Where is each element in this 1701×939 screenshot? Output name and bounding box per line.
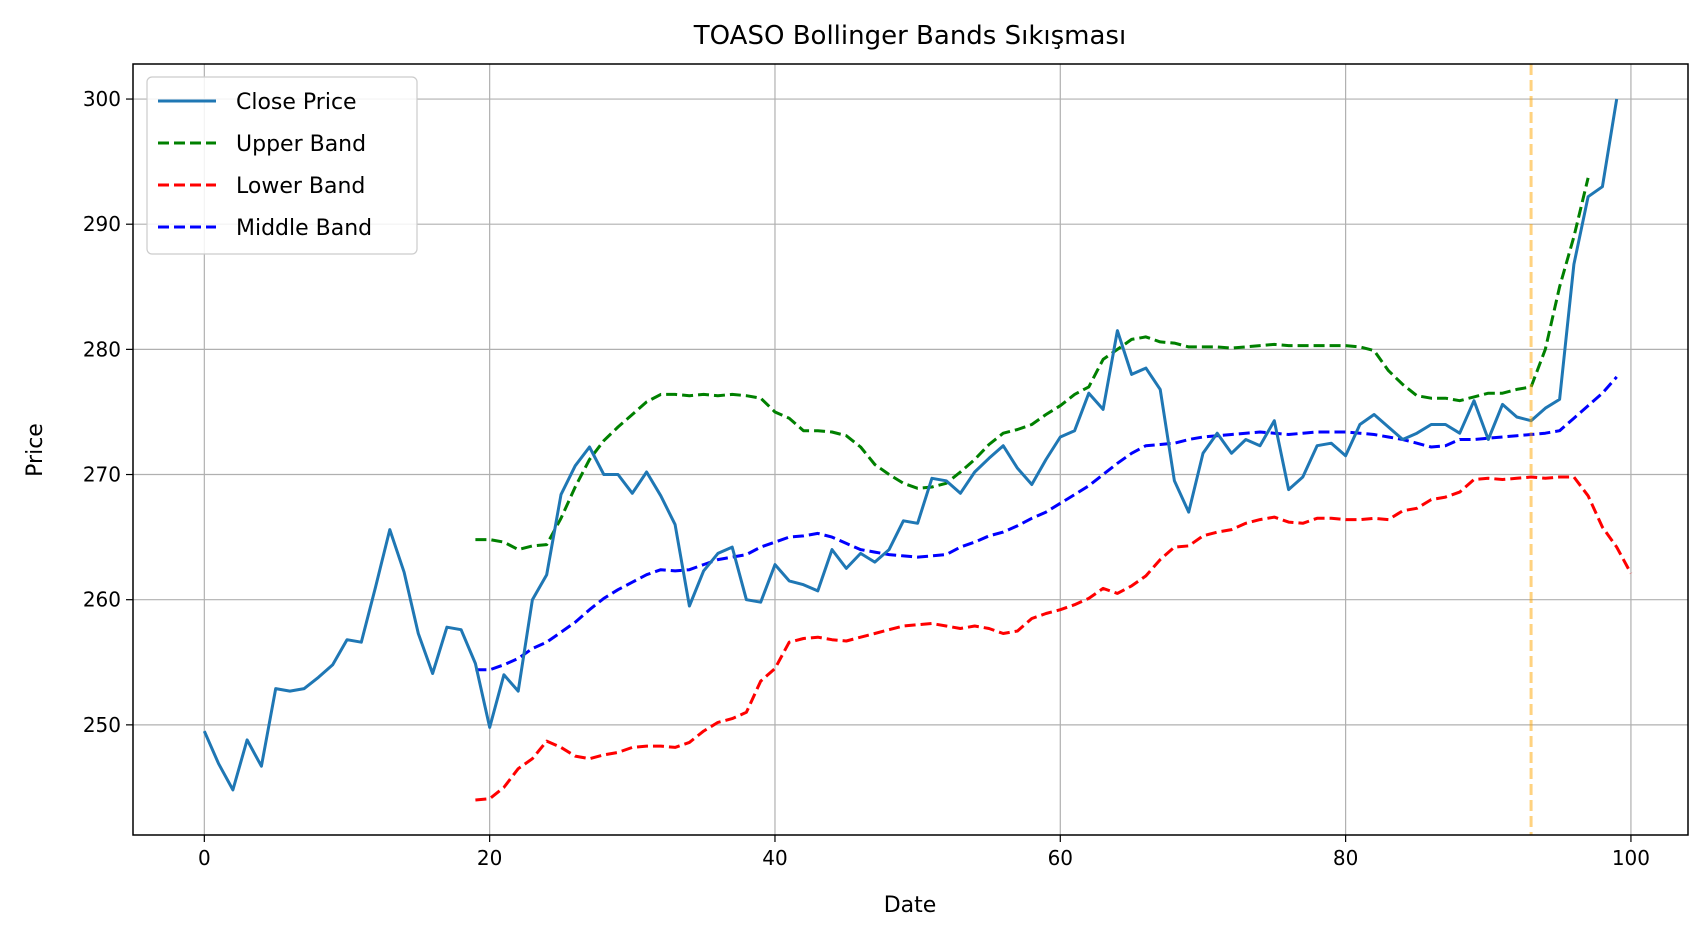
plot-frame: [132, 63, 1689, 836]
middle-band-line: [475, 375, 1618, 672]
x-tick-label: 80: [1333, 846, 1358, 870]
legend-label-upper-band: Upper Band: [236, 132, 366, 157]
grid: [133, 64, 1688, 835]
x-tick-label: 40: [762, 846, 787, 870]
x-tick-label: 0: [198, 846, 211, 870]
y-tick-label: 290: [83, 212, 121, 236]
close-price-line: [202, 98, 1619, 792]
x-axis-ticks: 0 20 40 60 80 100: [198, 835, 1650, 870]
y-tick-label: 270: [83, 463, 121, 487]
x-tick-label: 20: [477, 846, 502, 870]
chart-title: TOASO Bollinger Bands Sıkışması: [693, 21, 1126, 51]
x-tick-label: 60: [1048, 846, 1073, 870]
legend-label-close-price: Close Price: [236, 90, 357, 115]
series-lines: [202, 98, 1633, 802]
upper-band-line: [475, 177, 1590, 552]
legend-label-middle-band: Middle Band: [236, 216, 372, 241]
x-tick-label: 100: [1612, 846, 1650, 870]
y-axis-label: Price: [23, 423, 48, 477]
y-tick-label: 260: [83, 588, 121, 612]
y-tick-label: 280: [83, 337, 121, 361]
y-axis-ticks: 250 260 270 280 290 300: [83, 87, 133, 737]
legend: Close Price Upper Band Lower Band Middle Ba…: [146, 76, 418, 255]
y-tick-label: 250: [83, 713, 121, 737]
y-tick-label: 300: [83, 87, 121, 111]
legend-label-lower-band: Lower Band: [236, 174, 365, 199]
x-axis-label: Date: [884, 893, 937, 918]
legend-box: [146, 76, 418, 255]
lower-band-line: [475, 475, 1633, 802]
